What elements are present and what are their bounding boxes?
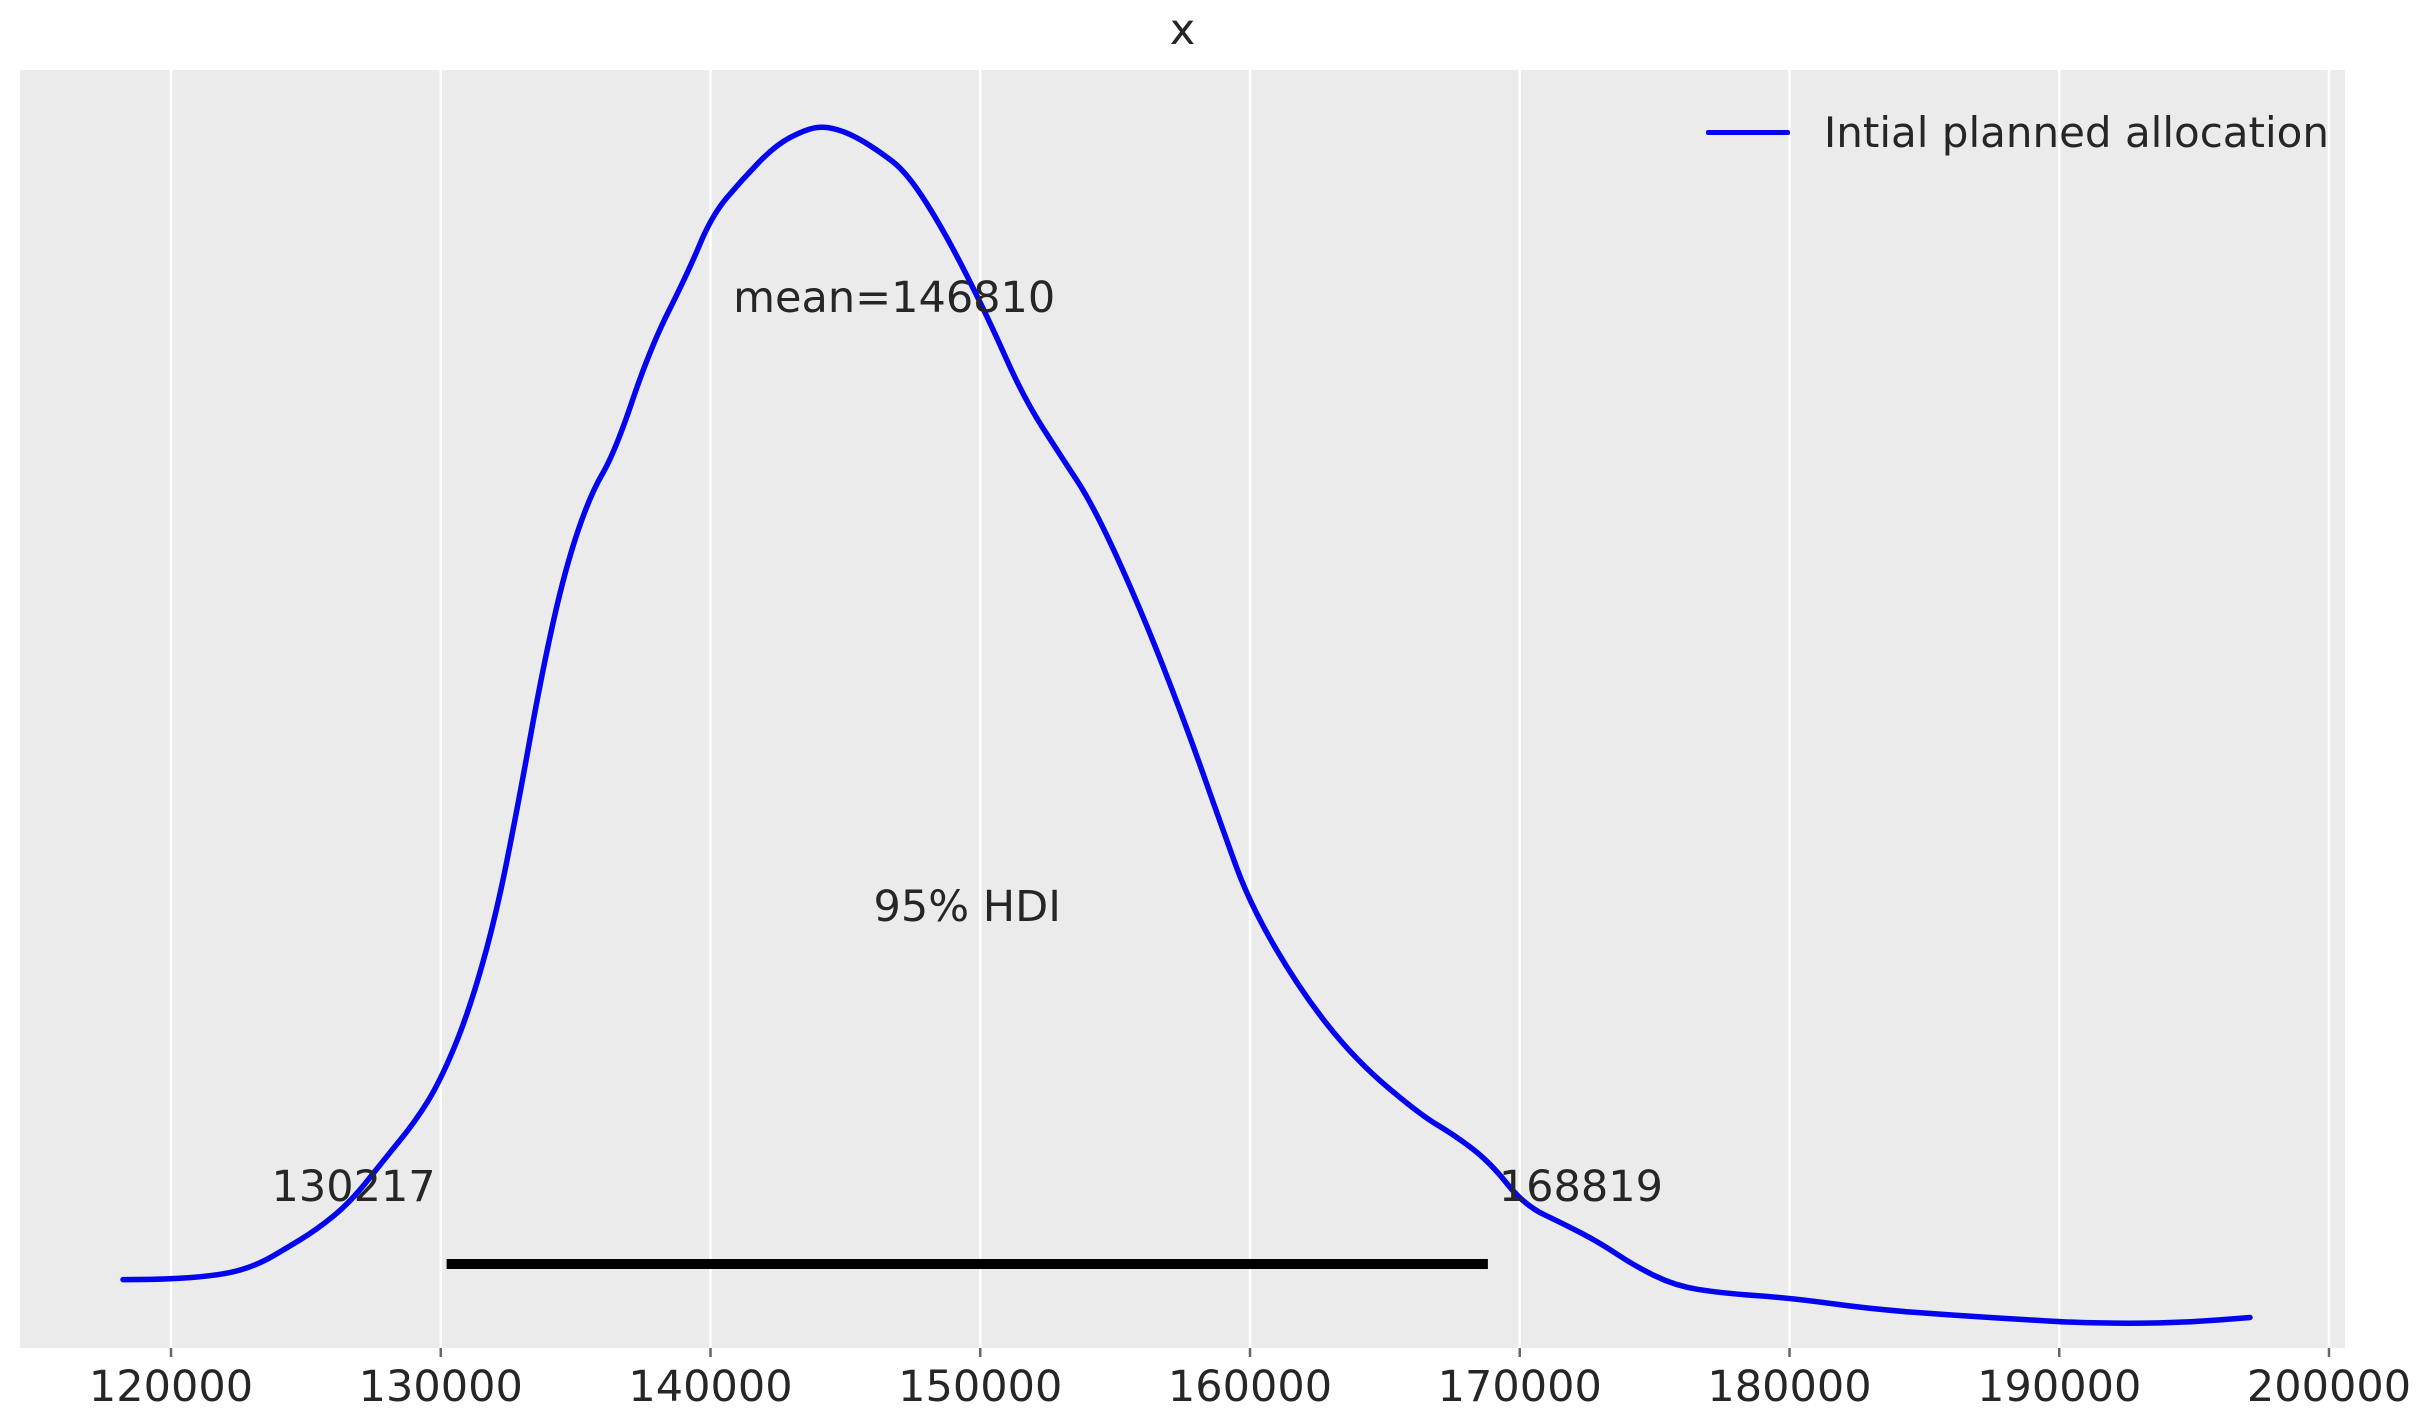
kde-curve: [120, 124, 2253, 1326]
hdi-lower-value: 130217: [271, 1162, 436, 1212]
hdi-upper-value: 168819: [1498, 1162, 1663, 1212]
chart-title: x: [1169, 5, 1196, 55]
x-tick-label: 200000: [2246, 1362, 2412, 1412]
x-tick-label: 170000: [1437, 1362, 1602, 1412]
x-tick-label: 160000: [1167, 1362, 1333, 1412]
mean-annotation: mean=146810: [733, 273, 1056, 323]
legend: Intial planned allocation: [1705, 108, 2329, 157]
x-tick-label: 150000: [898, 1362, 1063, 1412]
x-tick-label: 140000: [628, 1362, 793, 1412]
hdi-label: 95% HDI: [873, 882, 1061, 932]
x-tick-label: 180000: [1707, 1362, 1872, 1412]
x-tick-label: 130000: [358, 1362, 523, 1412]
x-tick-label: 120000: [88, 1362, 254, 1412]
legend-line-swatch: [1705, 130, 1790, 135]
x-tick-label: 190000: [1977, 1362, 2142, 1412]
legend-label: Intial planned allocation: [1823, 108, 2329, 157]
